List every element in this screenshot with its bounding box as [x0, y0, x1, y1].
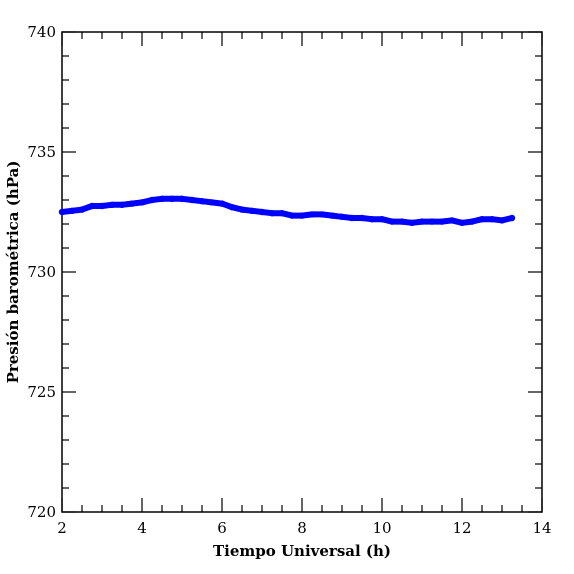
data-point [288, 212, 296, 219]
x-tick-label: 10 [372, 519, 391, 537]
data-point [198, 198, 206, 205]
data-point [438, 218, 446, 225]
data-point [238, 206, 246, 213]
x-axis-label: Tiempo Universal (h) [213, 542, 391, 560]
data-point [248, 207, 256, 214]
data-point [338, 213, 346, 220]
y-tick-label: 730 [27, 263, 56, 281]
x-tick-label: 2 [57, 519, 67, 537]
data-point [178, 195, 186, 202]
y-tick-label: 740 [27, 23, 56, 41]
data-point [348, 214, 356, 222]
data-point [138, 199, 146, 206]
data-point [508, 214, 516, 222]
data-point [418, 218, 426, 225]
data-point [68, 207, 76, 214]
series-line [59, 195, 515, 226]
data-point [448, 217, 456, 224]
data-point [488, 216, 496, 223]
x-tick-label: 6 [217, 519, 227, 537]
data-point [78, 206, 86, 213]
data-point [218, 200, 226, 207]
y-tick-label: 720 [27, 503, 56, 521]
data-point [128, 200, 136, 207]
data-point [498, 217, 506, 224]
y-tick-label: 735 [27, 143, 56, 161]
data-point [148, 196, 156, 204]
data-point [318, 211, 326, 218]
x-tick-label: 14 [532, 519, 551, 537]
x-tick-label: 4 [137, 519, 147, 537]
x-tick-label: 12 [452, 519, 471, 537]
plot-frame [61, 31, 543, 513]
data-point [108, 201, 116, 208]
data-point [258, 208, 266, 216]
data-point [428, 218, 436, 225]
data-point [298, 212, 306, 219]
ticks [61, 31, 543, 513]
data-point [158, 195, 166, 202]
series [58, 195, 516, 226]
data-point [308, 211, 316, 218]
data-point [378, 216, 386, 223]
data-point [228, 204, 236, 211]
data-point [168, 195, 176, 202]
tick-labels: 2 4 6 8 10 12 14 720 725 730 735 740 [27, 23, 551, 537]
data-point [358, 214, 366, 222]
data-point [328, 212, 336, 219]
data-point [388, 218, 396, 225]
data-point [118, 201, 126, 208]
y-axis-label: Presión barométrica (hPa) [4, 161, 22, 384]
data-point [208, 199, 216, 206]
x-tick-label: 8 [297, 519, 307, 537]
data-point [398, 218, 406, 225]
y-tick-label: 725 [27, 383, 56, 401]
data-point [458, 219, 466, 226]
data-point [58, 208, 66, 216]
data-point [468, 218, 476, 225]
data-point [278, 210, 286, 217]
data-point [88, 202, 96, 210]
data-point [408, 219, 416, 226]
data-point [268, 210, 276, 217]
data-point [478, 216, 486, 223]
data-point [188, 196, 196, 204]
data-point [98, 202, 106, 210]
data-point [368, 216, 376, 223]
